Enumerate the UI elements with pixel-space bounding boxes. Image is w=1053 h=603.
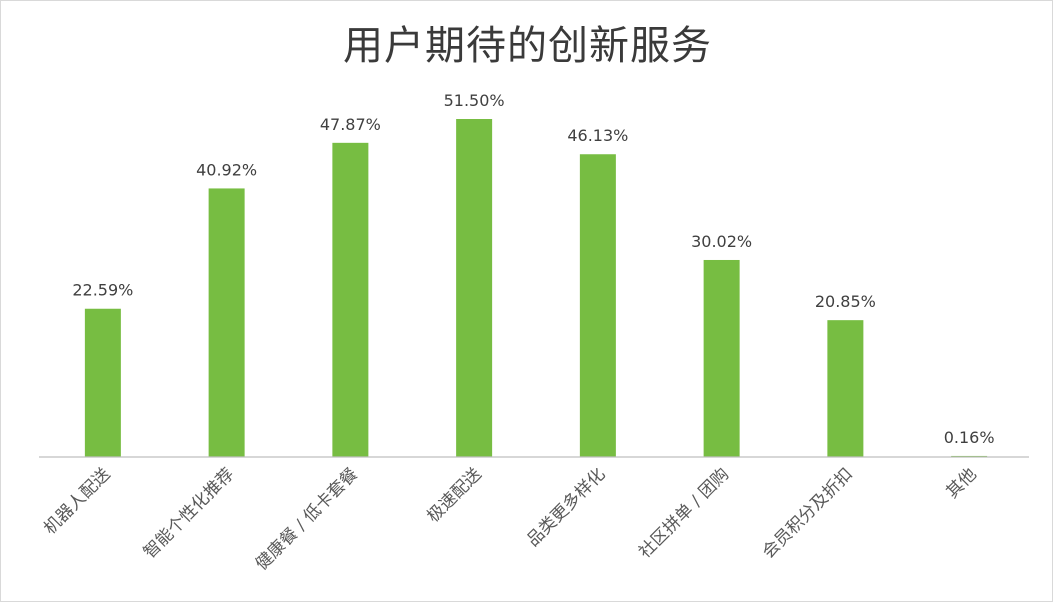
category-label-2: 智能个性化推荐 bbox=[140, 464, 238, 562]
category-label-8: 其他 bbox=[942, 464, 980, 502]
chart-title: 用户期待的创新服务 bbox=[343, 23, 712, 69]
bar-7 bbox=[827, 320, 864, 457]
category-label-1: 机器人配送 bbox=[40, 464, 114, 538]
value-label-4: 51.50% bbox=[444, 91, 505, 110]
value-label-8: 0.16% bbox=[944, 428, 995, 447]
value-label-7: 20.85% bbox=[815, 292, 876, 311]
value-label-2: 40.92% bbox=[196, 160, 257, 179]
category-label-6: 社区拼单 / 团购 bbox=[635, 464, 733, 562]
category-label-4: 极速配送 bbox=[423, 464, 485, 526]
value-label-1: 22.59% bbox=[72, 281, 133, 300]
bar-4 bbox=[456, 119, 493, 457]
value-label-5: 46.13% bbox=[567, 126, 628, 145]
value-label-6: 30.02% bbox=[691, 232, 752, 251]
category-label-7: 会员积分及折扣 bbox=[759, 464, 857, 562]
bar-3 bbox=[332, 142, 369, 457]
category-label-5: 品类更多样化 bbox=[523, 464, 609, 550]
bar-6 bbox=[703, 259, 740, 457]
bar-1 bbox=[84, 308, 121, 457]
category-label-3: 健康餐 / 低卡套餐 bbox=[252, 464, 362, 574]
value-label-3: 47.87% bbox=[320, 115, 381, 134]
bar-5 bbox=[579, 154, 616, 457]
bar-2 bbox=[208, 188, 245, 457]
